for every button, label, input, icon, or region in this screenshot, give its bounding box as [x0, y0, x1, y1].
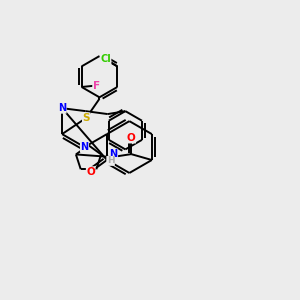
- Text: Cl: Cl: [100, 54, 111, 64]
- Text: F: F: [93, 80, 100, 91]
- Text: O: O: [127, 133, 136, 143]
- Text: N: N: [80, 142, 88, 152]
- Text: N: N: [110, 149, 118, 159]
- Text: O: O: [86, 167, 95, 177]
- Text: H: H: [107, 156, 114, 165]
- Text: N: N: [58, 103, 66, 113]
- Text: S: S: [82, 113, 90, 123]
